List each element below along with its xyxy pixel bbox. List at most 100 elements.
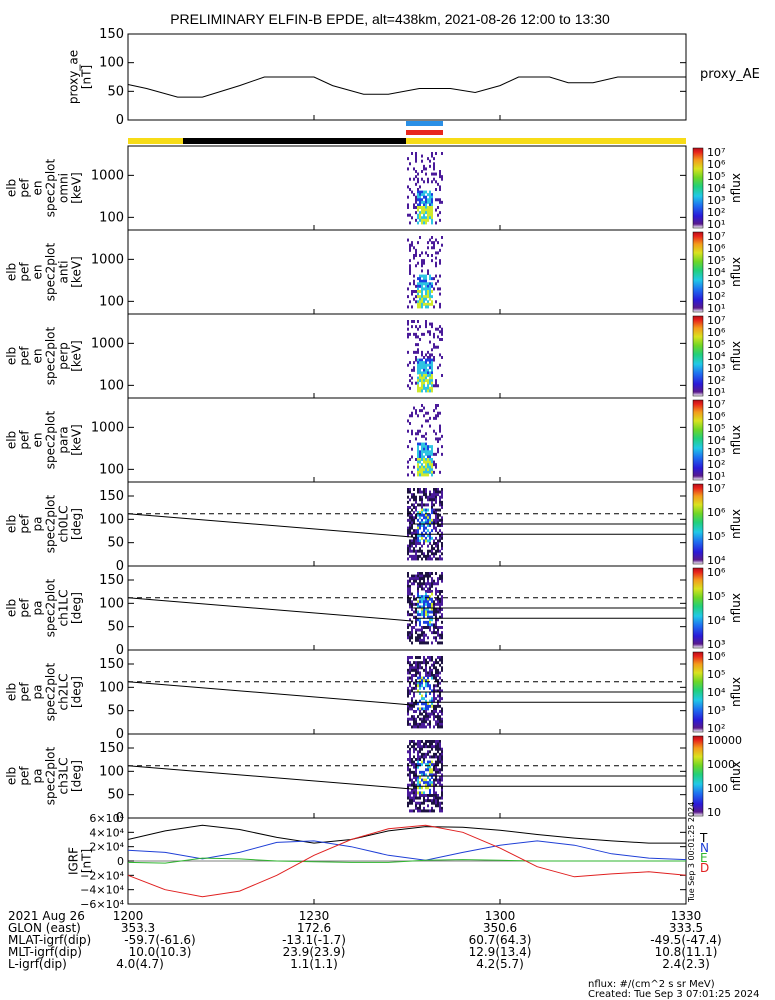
spectrogram-cell — [431, 584, 433, 588]
spectrogram-cell — [431, 577, 433, 581]
spectrogram-cell — [435, 689, 437, 693]
spectrogram-cell — [409, 488, 411, 491]
spectrogram-cell — [425, 437, 427, 441]
spectrogram-cell — [415, 722, 417, 726]
spectrogram-cell — [425, 702, 427, 706]
spectrogram-cell — [419, 758, 421, 761]
spectrogram-cell — [423, 574, 425, 578]
spectrogram-cell — [413, 177, 415, 181]
spectrogram-cell — [413, 554, 415, 558]
spectrogram-cell — [439, 656, 441, 659]
spectrogram-cell — [425, 208, 427, 212]
spectrogram-cell — [415, 663, 417, 667]
spectrogram-cell — [421, 389, 423, 393]
spectrogram-cell — [419, 796, 421, 800]
spectrogram-cell — [417, 216, 419, 220]
spectrogram-cell — [435, 623, 437, 627]
spectrogram-cell — [413, 274, 415, 278]
spectrogram-cell — [413, 745, 415, 749]
spectrogram-cell — [415, 574, 417, 578]
spectrogram-cell — [427, 783, 429, 787]
colorbar-tick: 10⁴ — [707, 350, 726, 363]
y-tick-label: 150 — [99, 573, 124, 588]
spectrogram-cell — [433, 384, 435, 388]
spectrogram-cell — [429, 381, 431, 385]
spectrogram-cell — [415, 684, 417, 688]
spectrogram-cell — [417, 702, 419, 706]
spectrogram-cell — [433, 287, 435, 291]
spectrogram-cell — [441, 778, 443, 782]
spectrogram-cell — [425, 379, 427, 383]
spectrogram-cell — [425, 358, 427, 362]
spectrogram-cell — [409, 266, 411, 270]
spectrogram-cell — [427, 587, 429, 591]
spectrogram-cell — [413, 511, 415, 515]
spectrogram-cell — [425, 468, 427, 472]
spectrogram-cell — [427, 620, 429, 624]
spectrogram-cell — [421, 584, 423, 588]
spectrogram-cell — [433, 582, 435, 586]
spectrogram-cell — [435, 384, 437, 388]
spectrogram-cell — [427, 529, 429, 533]
spectrogram-cell — [427, 579, 429, 583]
spectrogram-cell — [415, 544, 417, 548]
spectrogram-cell — [407, 490, 409, 494]
spectrogram-cell — [427, 707, 429, 711]
spectrogram-cell — [433, 498, 435, 502]
spectrogram-cell — [427, 389, 429, 393]
loss-cone-line — [127, 765, 414, 790]
spectrogram-cell — [415, 638, 417, 642]
spectrogram-cell — [437, 628, 439, 632]
spectrogram-cell — [413, 529, 415, 533]
spectrogram-cell — [429, 213, 431, 217]
spectrogram-cell — [425, 411, 427, 415]
spectrogram-cell — [441, 636, 443, 640]
spectrogram-cell — [409, 656, 411, 659]
spectrogram-cell — [421, 613, 423, 617]
spectrogram-cell — [435, 264, 437, 268]
spectrogram-cell — [421, 513, 423, 517]
spectrogram-cell — [407, 518, 409, 522]
spectrogram-cell — [421, 470, 423, 474]
spectrogram-cell — [423, 503, 425, 507]
spectrogram-cell — [439, 715, 441, 719]
spectrogram-cell — [421, 297, 423, 301]
spectrogram-cell — [425, 463, 427, 467]
spectrogram-cell — [415, 495, 417, 499]
colorbar-scale — [692, 567, 704, 649]
spectrogram-cell — [411, 605, 413, 609]
spectrogram-cell — [411, 518, 413, 522]
spectrogram-cell — [425, 218, 427, 222]
spectrogram-cell — [417, 335, 419, 339]
spectrogram-cell — [435, 768, 437, 772]
spectrogram-cell — [417, 610, 419, 614]
spectrogram-cell — [425, 287, 427, 291]
spectrogram-cell — [419, 666, 421, 670]
spectrogram-cell — [431, 379, 433, 383]
spectrogram-cell — [427, 796, 429, 800]
spectrogram-cell — [435, 500, 437, 504]
spectrogram-cell — [417, 381, 419, 385]
spectrogram-cell — [433, 712, 435, 716]
spectrogram-cell — [421, 747, 423, 751]
spectrogram-cell — [441, 602, 443, 606]
spectrogram-cell — [417, 760, 419, 764]
spectrogram-cell — [425, 488, 427, 491]
spectrogram-cell — [407, 804, 409, 808]
spectrogram-cell — [435, 760, 437, 764]
spectrogram-cell — [425, 613, 427, 617]
spectrogram-cell — [413, 350, 415, 354]
spectrogram-cell — [413, 763, 415, 767]
spectrogram-cell — [439, 692, 441, 695]
spectrogram-cell — [425, 452, 427, 456]
spectrogram-cell — [421, 211, 423, 215]
spectrogram-cell — [441, 773, 443, 777]
spectrogram-cell — [423, 379, 425, 383]
spectrogram-cell — [415, 343, 417, 347]
figure-title: PRELIMINARY ELFIN-B EPDE, alt=438km, 202… — [170, 11, 610, 27]
spectrogram-cell — [417, 722, 419, 726]
spectrogram-cell — [421, 666, 423, 670]
colorbar-label: nflux — [729, 257, 743, 287]
